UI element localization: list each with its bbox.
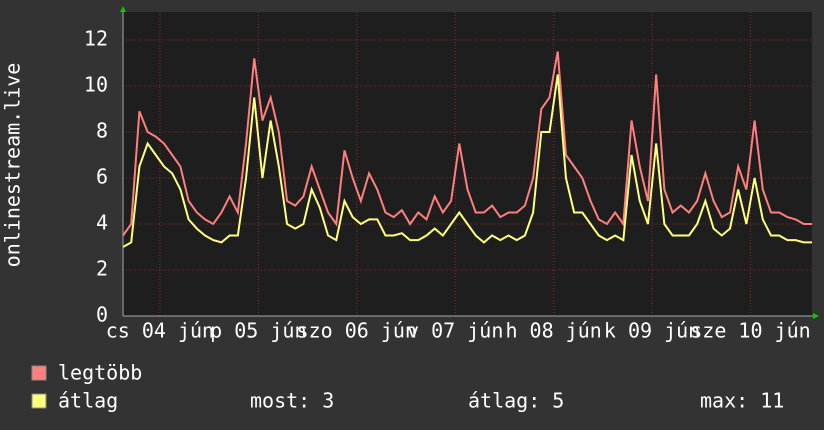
line [122, 51, 812, 237]
legend-label: átlag [58, 389, 118, 413]
y-tick-label: 6 [96, 165, 108, 189]
legend-swatch [31, 365, 47, 381]
y-tick-label: 2 [96, 257, 108, 281]
x-tick-label: h 08 jún [505, 319, 601, 343]
x-tick-label: k 09 jún [604, 319, 700, 343]
stat: max: 11 [700, 389, 784, 413]
x-tick-label: sze 10 jún [690, 319, 810, 343]
y-tick-label: 0 [96, 303, 108, 327]
y-tick-label: 12 [84, 27, 108, 51]
x-tick-label: szo 06 jún [297, 319, 417, 343]
x-tick-label: v 07 jún [407, 319, 503, 343]
x-tick-label: cs 04 jún [106, 319, 214, 343]
y-tick-label: 10 [84, 73, 108, 97]
y-tick-label: 8 [96, 119, 108, 143]
legend-label: legtöbb [58, 361, 142, 385]
plot-area [123, 12, 812, 316]
y-tick-label: 4 [96, 211, 108, 235]
stat: most: 3 [250, 389, 334, 413]
stat: átlag: 5 [468, 389, 564, 413]
line [122, 74, 812, 248]
x-arrow [813, 313, 819, 319]
x-tick-label: p 05 jún [210, 319, 306, 343]
y-axis-label: onlinestream.live [1, 63, 25, 268]
legend-swatch [31, 393, 47, 409]
y-arrow [120, 6, 126, 12]
